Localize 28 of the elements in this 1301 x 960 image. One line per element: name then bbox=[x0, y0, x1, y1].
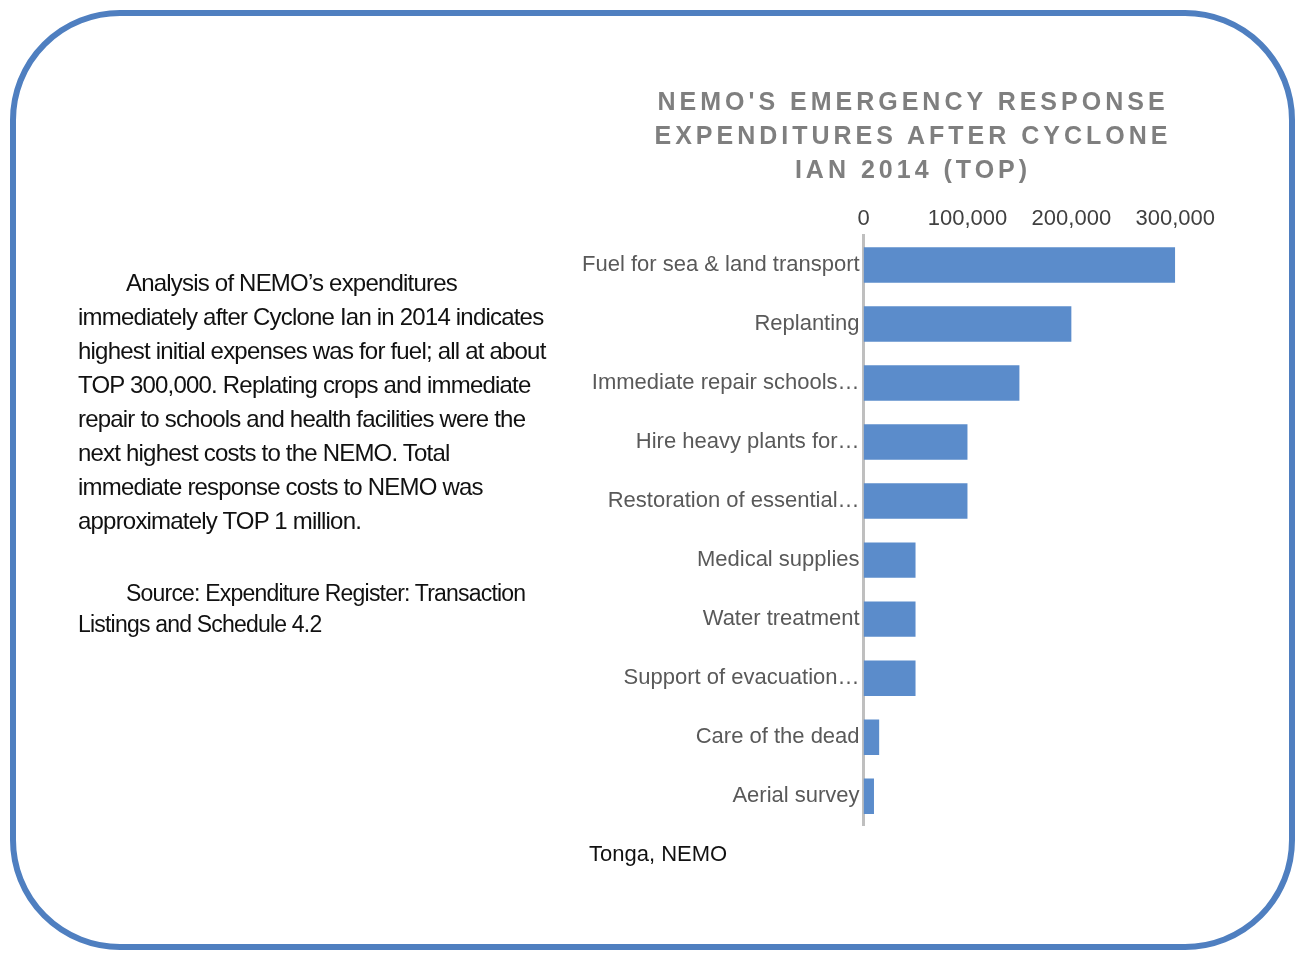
chart-title: NEMO'S EMERGENCY RESPONSE EXPENDITURES AFTER CYCLONE IAN 2014 (TOP) bbox=[653, 86, 1173, 185]
x-tick-label: 300,000 bbox=[1135, 205, 1215, 231]
bar bbox=[863, 778, 874, 814]
bar bbox=[863, 483, 968, 519]
y-tick-label: Replanting bbox=[754, 310, 860, 336]
y-tick-label: Medical supplies bbox=[696, 546, 860, 572]
bar bbox=[863, 719, 880, 755]
bar bbox=[863, 247, 1176, 283]
x-tick-label: 200,000 bbox=[1031, 205, 1112, 231]
y-tick-label: Immediate repair schools… bbox=[591, 369, 860, 395]
y-tick-label: Hire heavy plants for… bbox=[635, 428, 860, 454]
y-tick-label: Aerial survey bbox=[732, 782, 860, 808]
y-tick-label: Care of the dead bbox=[695, 723, 860, 749]
y-tick-label: Restoration of essential… bbox=[607, 487, 860, 513]
bar bbox=[863, 601, 916, 637]
bar bbox=[863, 542, 916, 578]
bar bbox=[863, 660, 916, 696]
text: Tonga, NEMO bbox=[589, 841, 728, 867]
bar bbox=[863, 306, 1072, 342]
y-tick-label: Fuel for sea & land transport bbox=[582, 250, 860, 276]
bar bbox=[863, 365, 1020, 401]
y-tick-label: Water treatment bbox=[702, 605, 860, 631]
y-tick-label: Support of evacuation… bbox=[623, 664, 860, 690]
x-tick-label: 100,000 bbox=[927, 205, 1008, 231]
source-note: Source: Expenditure Register: Transaction Listings and Schedule 4.2 bbox=[78, 579, 527, 639]
text: Analysis of NEMO’s expenditures immediately after Cyclone Ian in 2014 indicates highest initial expenses was for fuel; all at about TOP 300,000. Replating crops and immediate repair to schools and health facilities were the next highest costs to the NEMO. Total immediate response costs to NEMO was approximately TOP 1 million. bbox=[78, 268, 548, 536]
x-tick-label: 0 bbox=[857, 205, 870, 231]
bar bbox=[863, 424, 968, 460]
